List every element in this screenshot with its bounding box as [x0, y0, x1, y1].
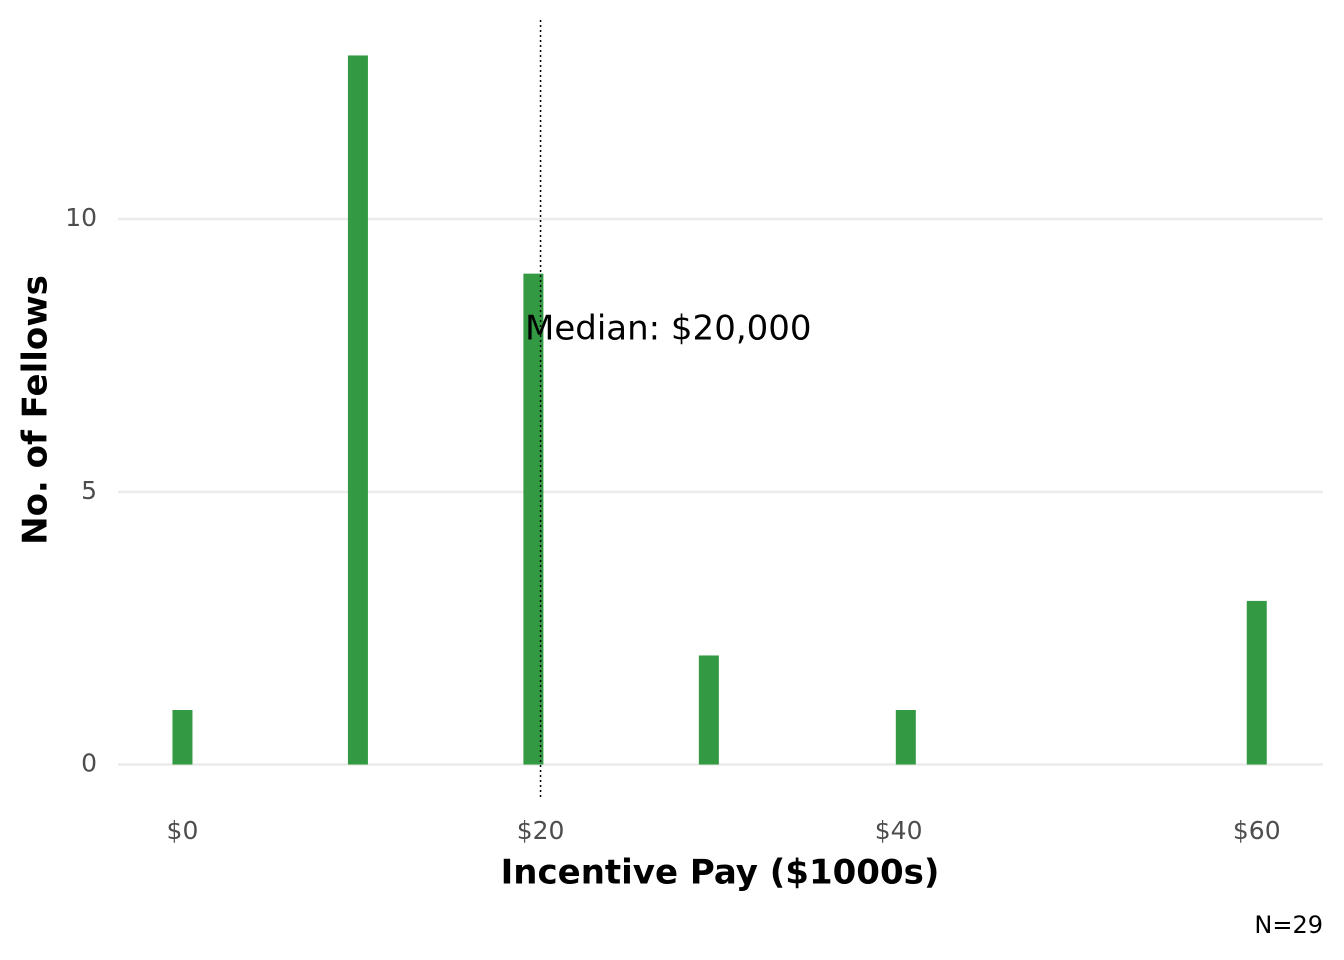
- y-tick-label: 5: [81, 476, 97, 505]
- bar: [172, 710, 193, 765]
- x-axis-title: Incentive Pay ($1000s): [501, 853, 940, 893]
- y-tick-label: 10: [65, 203, 97, 232]
- x-tick-label: $40: [875, 816, 923, 845]
- y-tick-label: 0: [81, 749, 97, 778]
- y-axis-title: No. of Fellows: [16, 275, 56, 545]
- x-tick-label: $60: [1233, 816, 1281, 845]
- bar: [347, 55, 368, 765]
- caption: N=29: [1254, 911, 1323, 939]
- bar: [523, 273, 544, 765]
- bar: [698, 655, 719, 765]
- median-annotation: Median: $20,000: [525, 309, 812, 349]
- x-tick-label: $20: [517, 816, 565, 845]
- x-tick-label: $0: [167, 816, 199, 845]
- bar: [1246, 600, 1267, 765]
- bar: [895, 710, 916, 765]
